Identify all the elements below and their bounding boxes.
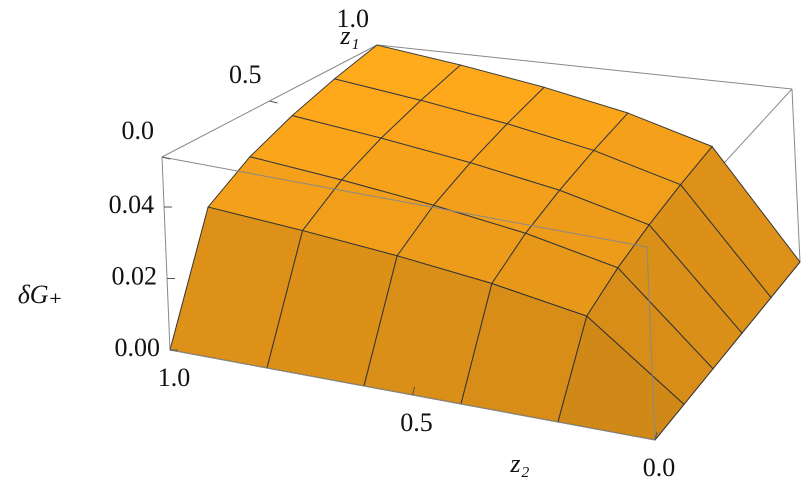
- x-tick: [412, 386, 415, 396]
- y-tick: [376, 44, 386, 48]
- x-tick: [169, 341, 173, 351]
- box-edge: [376, 44, 793, 90]
- z-axis-label: δG₊: [18, 280, 63, 309]
- y-tick-label: 1.0: [337, 4, 370, 33]
- y-tick: [161, 156, 171, 160]
- x-tick-label: 0.5: [400, 408, 433, 437]
- x-tick-label: 0.0: [643, 453, 676, 482]
- y-axis-label: z₁: [339, 21, 359, 50]
- x-tick-label: 1.0: [158, 363, 191, 392]
- box-edge: [161, 156, 171, 351]
- z-tick-label: 0.00: [115, 333, 161, 362]
- x-axis-label: z₂: [509, 449, 529, 478]
- y-tick-label: 0.0: [122, 116, 155, 145]
- z-tick-label: 0.02: [112, 261, 158, 290]
- box-edge: [161, 156, 648, 248]
- y-tick-label: 0.5: [229, 60, 262, 89]
- y-tick: [269, 100, 278, 104]
- z-tick-label: 0.04: [109, 190, 155, 219]
- box-edge: [791, 88, 801, 263]
- x-tick: [654, 431, 658, 441]
- box-edge: [646, 246, 656, 441]
